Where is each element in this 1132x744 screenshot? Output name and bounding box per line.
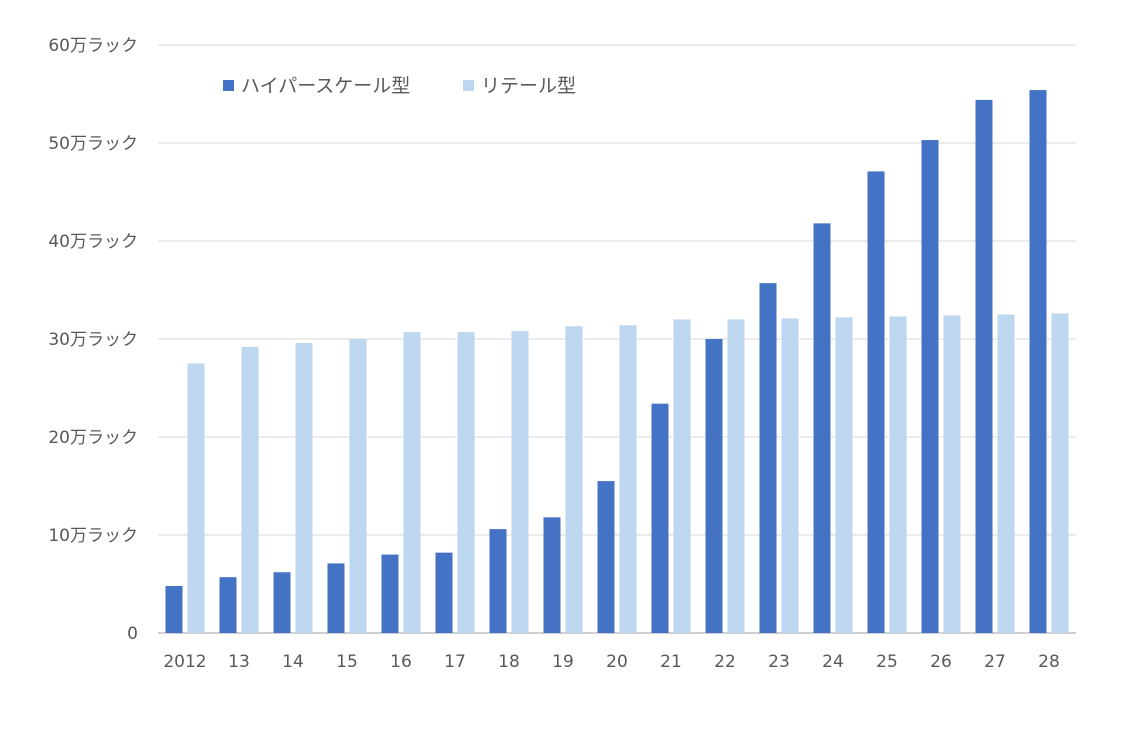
bars (165, 90, 1069, 634)
x-tick-label: 14 (282, 652, 304, 672)
y-tick-label: 10万ラック (48, 526, 138, 546)
bar-retail-17 (457, 332, 475, 633)
x-tick-label: 19 (552, 652, 574, 672)
bar-retail-27 (997, 314, 1015, 633)
bar-hyperscale-23 (759, 283, 777, 633)
bar-retail-2012 (187, 363, 205, 633)
bar-retail-18 (511, 331, 529, 633)
bar-retail-21 (673, 319, 691, 633)
bar-hyperscale-22 (705, 339, 723, 633)
bar-hyperscale-21 (651, 403, 669, 633)
bar-hyperscale-25 (867, 171, 885, 634)
bar-retail-28 (1051, 313, 1069, 633)
bar-retail-26 (943, 315, 961, 633)
bar-retail-25 (889, 316, 907, 633)
x-tick-label: 23 (768, 652, 790, 672)
x-tick-label: 28 (1038, 652, 1060, 672)
y-tick-label: 40万ラック (48, 232, 138, 252)
legend-swatch-retail (463, 80, 474, 91)
x-tick-label: 21 (660, 652, 682, 672)
bar-retail-23 (781, 318, 799, 633)
y-axis-tick-labels: 0 10万ラック 20万ラック 30万ラック 40万ラック 50万ラック 60万ラック (48, 36, 138, 644)
y-tick-label: 60万ラック (48, 36, 138, 56)
x-tick-label: 16 (390, 652, 412, 672)
bar-hyperscale-16 (381, 554, 399, 633)
x-tick-label: 25 (876, 652, 898, 672)
bar-retail-22 (727, 319, 745, 633)
x-tick-label: 26 (930, 652, 952, 672)
bar-hyperscale-27 (975, 99, 993, 633)
bar-retail-19 (565, 326, 583, 633)
bar-retail-16 (403, 332, 421, 633)
x-axis-tick-labels: 2012 13 14 15 16 17 18 19 20 21 22 23 24 25 26 27 28 (163, 652, 1059, 672)
x-tick-label: 18 (498, 652, 520, 672)
x-tick-label: 24 (822, 652, 844, 672)
bar-hyperscale-17 (435, 552, 453, 633)
bar-hyperscale-15 (327, 563, 345, 633)
legend-label-retail: リテール型 (481, 75, 576, 97)
bar-hyperscale-20 (597, 481, 615, 633)
legend-swatch-hyperscale (223, 80, 234, 91)
y-tick-label: 0 (127, 624, 138, 644)
x-tick-label: 2012 (163, 652, 206, 672)
legend: ハイパースケール型 リテール型 (223, 75, 576, 97)
x-tick-label: 22 (714, 652, 736, 672)
bar-retail-13 (241, 346, 259, 633)
x-tick-label: 15 (336, 652, 358, 672)
x-tick-label: 17 (444, 652, 466, 672)
bar-retail-15 (349, 339, 367, 633)
bar-hyperscale-2012 (165, 585, 183, 633)
y-tick-label: 20万ラック (48, 428, 138, 448)
bar-hyperscale-28 (1029, 90, 1047, 633)
bar-retail-14 (295, 342, 313, 633)
bar-hyperscale-19 (543, 517, 561, 633)
bar-retail-24 (835, 317, 853, 633)
y-tick-label: 50万ラック (48, 134, 138, 154)
x-tick-label: 27 (984, 652, 1006, 672)
y-tick-label: 30万ラック (48, 330, 138, 350)
bar-hyperscale-24 (813, 223, 831, 634)
x-tick-label: 13 (228, 652, 250, 672)
bar-hyperscale-18 (489, 529, 507, 633)
legend-label-hyperscale: ハイパースケール型 (241, 75, 410, 97)
bar-hyperscale-14 (273, 572, 291, 633)
bar-retail-20 (619, 325, 637, 633)
bar-hyperscale-26 (921, 140, 939, 633)
x-tick-label: 20 (606, 652, 628, 672)
bar-hyperscale-13 (219, 577, 237, 633)
